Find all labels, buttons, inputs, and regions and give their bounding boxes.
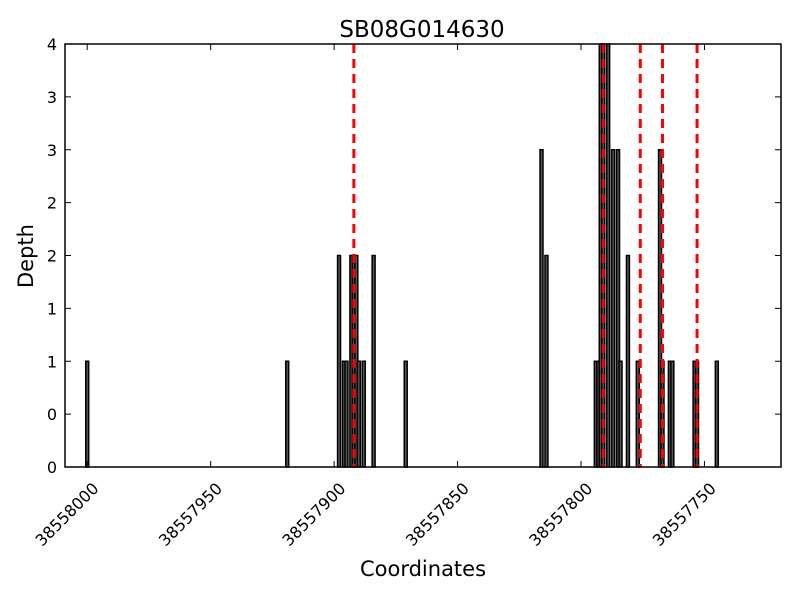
y-tick-label: 1: [47, 299, 57, 318]
bar-9: [361, 360, 366, 468]
bar-18: [605, 43, 611, 468]
bar-30: [714, 360, 720, 468]
x-tick-label: 38557950: [155, 479, 226, 550]
bar-21: [618, 360, 623, 468]
bar-12: [539, 149, 544, 468]
x-axis-label: Coordinates: [360, 557, 486, 581]
y-tick-label: 3: [47, 88, 57, 107]
x-tick-label: 38557750: [649, 479, 720, 550]
bar-8: [356, 360, 362, 468]
y-axis-label: Depth: [14, 224, 38, 288]
y-tick-label: 2: [47, 247, 57, 266]
x-tick-label: 38557900: [278, 479, 349, 550]
y-tick-label: 2: [47, 194, 57, 213]
bar-19: [610, 149, 616, 468]
y-tick-label: 3: [47, 141, 57, 160]
x-tick-label: 38557800: [525, 479, 596, 550]
bar-1: [284, 360, 290, 468]
reference-lines-layer: [352, 44, 699, 467]
bar-11: [403, 360, 408, 468]
y-tick-label: 1: [47, 352, 57, 371]
bar-4: [344, 360, 349, 468]
bar-13: [544, 254, 549, 468]
y-tick-label: 0: [47, 405, 57, 424]
y-tick-label: 4: [47, 35, 57, 54]
x-tick-label: 38557850: [402, 479, 473, 550]
bar-10: [371, 254, 376, 468]
x-tick-label: 38558000: [32, 479, 103, 550]
y-axis: 0 0 1 1 2 2 3 3 4: [47, 35, 781, 477]
bar-2: [336, 254, 342, 468]
bar-0: [84, 360, 90, 468]
y-tick-label: 0: [47, 458, 57, 477]
chart-title: SB08G014630: [339, 17, 504, 43]
bar-22: [625, 254, 631, 468]
bar-27: [670, 360, 675, 468]
bars-layer: [84, 43, 720, 468]
